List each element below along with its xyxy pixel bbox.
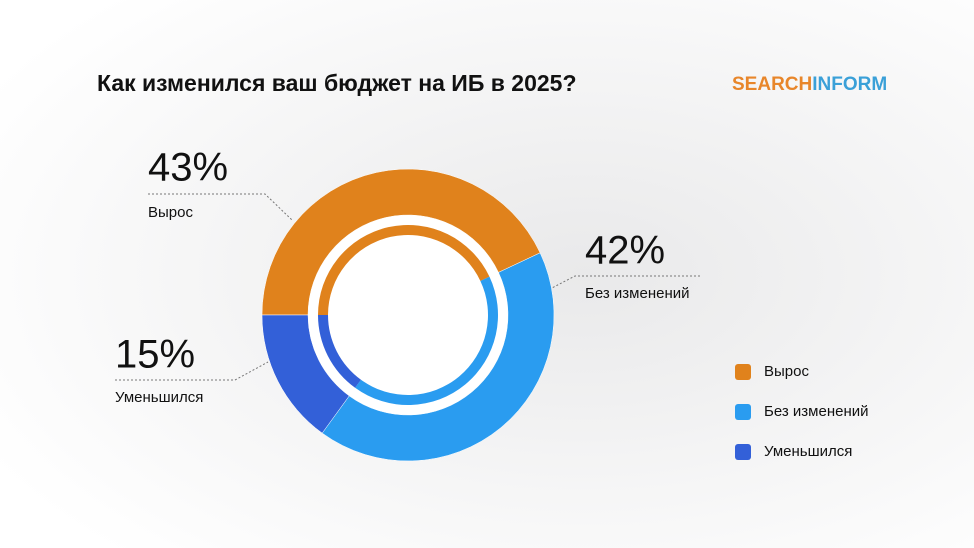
inner-ring-segment (355, 276, 499, 406)
leader-line (547, 275, 700, 291)
brand-second: INFORM (812, 74, 887, 95)
donut-segment (321, 252, 555, 462)
legend-label: Уменьшился (764, 443, 852, 460)
legend-label: Без изменений (764, 403, 868, 420)
legend-swatch (735, 404, 751, 420)
brand-logo: SEARCHINFORM (732, 74, 887, 95)
chart-title: Как изменился ваш бюджет на ИБ в 2025? (97, 70, 577, 96)
leader-line (148, 193, 293, 221)
legend-label: Вырос (764, 363, 809, 380)
category-label: Без изменений (585, 285, 689, 302)
donut-segment (261, 314, 350, 434)
category-label: Уменьшился (115, 389, 203, 406)
leader-line (115, 361, 269, 381)
donut-hole (308, 215, 508, 415)
value-label: 15% (115, 333, 195, 377)
donut-segment (261, 168, 541, 316)
category-label: Вырос (148, 204, 193, 221)
legend-swatch (735, 364, 751, 380)
value-label: 42% (585, 229, 665, 273)
inner-ring-segment (318, 224, 490, 315)
legend-swatch (735, 444, 751, 460)
value-label: 43% (148, 146, 228, 190)
inner-ring-segment (318, 315, 361, 388)
brand-first: SEARCH (732, 74, 812, 95)
